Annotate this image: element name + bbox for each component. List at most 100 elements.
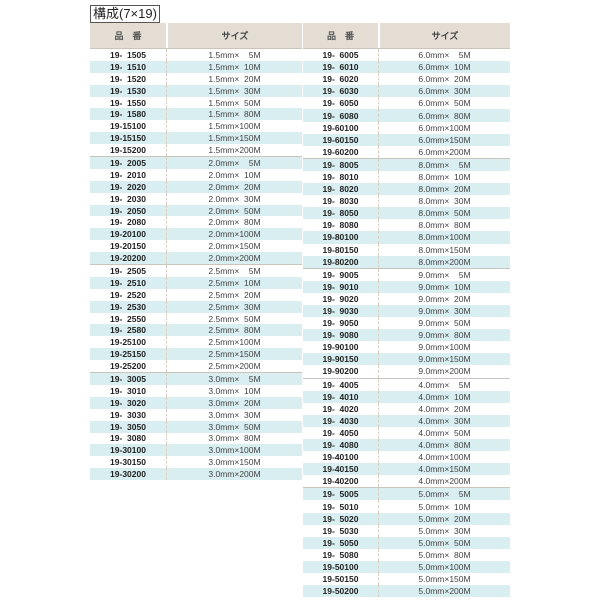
table-row: 19- 4080 4.0mm× 80M [303,439,510,452]
size: 5.0mm× 20M [418,513,471,524]
part-number: 19- 8080 [303,219,379,232]
table-row: 19- 2050 2.0mm× 50M [90,204,302,217]
table-row: 19-15150 1.5mm×150M [90,132,302,145]
size: 9.0mm×150M [418,354,471,365]
table-row: 19-30150 3.0mm×150M [90,456,302,469]
size: 3.0mm× 30M [208,409,261,420]
size: 6.0mm× 80M [418,110,471,121]
size: 2.0mm× 80M [208,217,261,228]
table-row: 19- 1530 1.5mm× 30M [90,84,302,97]
size: 4.0mm× 30M [418,415,471,426]
part-number: 19-50150 [303,573,379,586]
table-row: 19- 2550 2.5mm× 50M [90,312,302,325]
size: 2.5mm× 50M [208,313,261,324]
part-number: 19- 4080 [303,439,379,452]
header-part-number: 品 番 [303,23,380,48]
part-number: 19- 3080 [90,432,167,445]
table-row: 19- 6010 6.0mm× 10M [303,61,510,74]
table-row: 19- 2010 2.0mm× 10M [90,168,302,181]
part-number: 19- 1505 [90,49,167,61]
header-size: サイズ [431,31,459,41]
size: 6.0mm×100M [418,122,471,133]
size: 6.0mm× 10M [418,62,471,73]
row-group: 19- 4005 4.0mm× 5M 19- 4010 4.0mm× 10M 19- 4… [303,377,510,488]
part-number: 19- 5030 [303,524,379,537]
table-header: 品 番 サイズ [303,23,510,48]
size: 2.0mm× 5M [208,157,261,168]
size: 1.5mm×150M [208,133,261,144]
size: 9.0mm× 30M [418,306,471,317]
size: 4.0mm×150M [418,464,471,475]
size: 5.0mm×200M [418,586,471,597]
size: 3.0mm×200M [208,469,261,480]
size: 3.0mm×100M [208,445,261,456]
size: 2.5mm× 80M [208,325,261,336]
size: 2.5mm× 30M [208,301,261,312]
size: 1.5mm× 80M [208,109,261,120]
table-row: 19- 4030 4.0mm× 30M [303,414,510,427]
size: 9.0mm× 50M [418,318,471,329]
table-row: 19-50150 5.0mm×150M [303,573,510,586]
part-number: 19-80100 [303,231,379,244]
part-number: 19- 3005 [90,373,167,385]
part-number: 19- 2580 [90,324,167,337]
size: 1.5mm× 20M [208,73,261,84]
table-title: 構成(7×19) [90,5,160,23]
size: 2.0mm× 20M [208,181,261,192]
size: 8.0mm×150M [418,244,471,255]
table-row: 19- 9080 9.0mm× 80M [303,329,510,342]
row-group: 19- 6005 6.0mm× 5M 19- 6010 6.0mm× 10M 19- 6… [303,48,510,158]
table-row: 19- 2080 2.0mm× 80M [90,216,302,229]
part-number: 19- 1520 [90,72,167,85]
part-number: 19-25100 [90,336,167,349]
part-number: 19-40150 [303,463,379,476]
size: 2.5mm×200M [208,361,261,372]
table-row: 19- 1505 1.5mm× 5M [90,49,302,61]
part-number: 19-20200 [90,252,167,265]
row-group: 19- 9005 9.0mm× 5M 19- 9010 9.0mm× 10M 19- 9… [303,267,510,378]
size: 8.0mm× 80M [418,220,471,231]
table-row: 19- 1550 1.5mm× 50M [90,96,302,109]
table-row: 19- 6020 6.0mm× 20M [303,73,510,86]
size: 4.0mm×100M [418,452,471,463]
size: 8.0mm×200M [418,256,471,267]
table-row: 19-15200 1.5mm×200M [90,144,302,157]
part-number: 19-15100 [90,120,167,133]
table-row: 19- 9020 9.0mm× 20M [303,292,510,305]
size: 2.0mm× 50M [208,205,261,216]
table-row: 19- 9005 9.0mm× 5M [303,268,510,281]
part-number: 19- 8020 [303,183,379,196]
table-row: 19-40200 4.0mm×200M [303,475,510,488]
table-row: 19- 2020 2.0mm× 20M [90,180,302,193]
part-number: 19-20100 [90,228,167,241]
part-number: 19- 4020 [303,402,379,415]
part-number: 19- 5010 [303,500,379,513]
size: 2.0mm× 30M [208,193,261,204]
size: 5.0mm× 10M [418,501,471,512]
size: 9.0mm× 80M [418,330,471,341]
table-row: 19-60200 6.0mm×200M [303,145,510,158]
size: 4.0mm× 50M [418,427,471,438]
row-group: 19- 5005 5.0mm× 5M 19- 5010 5.0mm× 10M 19- 5… [303,487,510,598]
table-row: 19- 8010 8.0mm× 10M [303,170,510,184]
part-number: 19- 9005 [303,268,379,281]
table-row: 19- 9030 9.0mm× 30M [303,304,510,318]
part-number: 19- 2010 [90,168,167,181]
part-number: 19-15200 [90,144,167,157]
table-row: 19-25200 2.5mm×200M [90,360,302,373]
part-number: 19- 6030 [303,85,379,98]
table-row: 19-40150 4.0mm×150M [303,463,510,476]
part-number: 19-50100 [303,560,379,574]
part-number: 19-80150 [303,243,379,256]
table-row: 19- 3005 3.0mm× 5M [90,373,302,385]
size: 6.0mm× 50M [418,98,471,109]
part-number: 19-90100 [303,341,379,354]
table-row: 19- 4020 4.0mm× 20M [303,402,510,415]
table-row: 19- 3010 3.0mm× 10M [90,384,302,397]
table-row: 19- 2530 2.5mm× 30M [90,300,302,313]
part-number: 19- 5050 [303,536,379,549]
header-size: サイズ [221,31,249,41]
row-group: 19- 2505 2.5mm× 5M 19- 2510 2.5mm× 10M 19- 2… [90,264,302,373]
part-number: 19-30100 [90,444,167,457]
table-row: 19-90200 9.0mm×200M [303,365,510,378]
